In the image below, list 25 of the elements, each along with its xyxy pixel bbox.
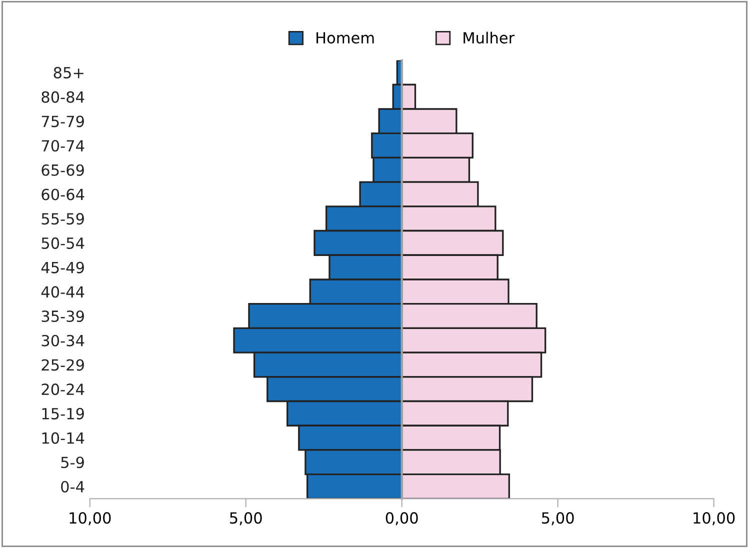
- y-tick-label: 60-64: [42, 188, 84, 200]
- y-tick-label: 30-34: [42, 334, 84, 346]
- y-tick-label: 55-59: [42, 213, 84, 225]
- y-tick-label: 80-84: [42, 91, 84, 103]
- x-tick-label: 10,00: [694, 512, 735, 526]
- x-tick-label: 5,00: [542, 512, 574, 526]
- y-tick-label: 20-24: [42, 384, 84, 396]
- y-tick-label: 70-74: [42, 140, 84, 152]
- y-tick-label: 75-79: [42, 116, 84, 128]
- y-tick-label: 85+: [54, 66, 84, 78]
- y-tick-label: 25-29: [42, 359, 84, 371]
- x-tick-label: 0,00: [386, 512, 418, 526]
- y-tick-label: 65-69: [42, 164, 84, 176]
- y-tick-label: 35-39: [42, 310, 84, 322]
- y-tick-label: 45-49: [41, 262, 84, 274]
- y-tick-label: 0-4: [61, 480, 84, 493]
- y-tick-label: 40-44: [41, 286, 84, 298]
- y-tick-label: 5-9: [61, 456, 84, 468]
- y-tick-label: 15-19: [42, 408, 84, 420]
- x-tick-label: 5,00: [230, 512, 262, 526]
- y-tick-label: 10-14: [42, 432, 84, 444]
- legend-label: Mulher: [464, 32, 515, 44]
- x-tick-label: 10,00: [70, 512, 111, 526]
- legend-label: Homem: [316, 32, 374, 44]
- y-tick-label: 50-54: [42, 237, 84, 249]
